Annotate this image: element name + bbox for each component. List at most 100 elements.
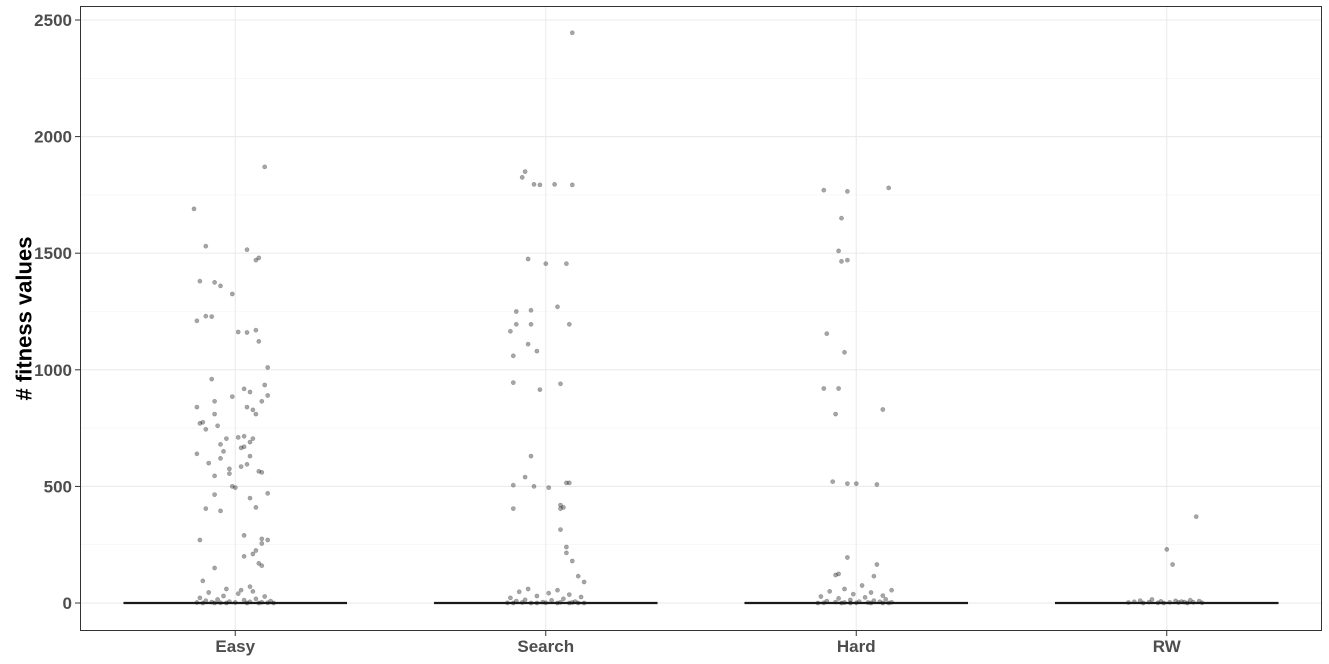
data-point: [833, 572, 838, 578]
data-point: [507, 328, 513, 334]
y-tick-label: 1500: [34, 244, 72, 263]
data-point: [241, 433, 247, 439]
data-point: [833, 411, 838, 417]
data-point: [209, 314, 215, 319]
data-point: [513, 321, 519, 327]
data-point: [566, 480, 572, 486]
data-point: [516, 589, 522, 595]
data-point: [212, 492, 217, 497]
data-point: [212, 473, 217, 479]
data-point: [862, 595, 868, 600]
data-point: [578, 594, 584, 600]
data-point: [256, 561, 262, 566]
data-point: [546, 590, 552, 596]
y-tick-label: 500: [44, 477, 72, 496]
data-point: [191, 206, 197, 212]
data-point: [212, 398, 217, 404]
data-point: [221, 593, 226, 599]
data-point: [537, 387, 543, 392]
data-point: [238, 587, 244, 593]
data-point: [200, 419, 206, 425]
data-point: [842, 349, 847, 355]
data-point: [203, 243, 209, 249]
data-point: [558, 502, 563, 508]
data-point: [874, 482, 880, 487]
plot-border: [80, 6, 1322, 631]
data-point: [564, 550, 569, 556]
data-point: [839, 215, 844, 221]
x-tick-label: Search: [517, 637, 574, 656]
data-point: [552, 181, 557, 187]
data-point: [836, 596, 841, 601]
y-tick-label: 0: [63, 594, 72, 613]
data-point: [209, 376, 215, 382]
data-point: [845, 481, 850, 486]
data-point: [229, 291, 235, 297]
data-point: [1170, 562, 1175, 567]
data-point: [1149, 597, 1155, 602]
data-point: [555, 587, 560, 593]
data-point: [250, 436, 256, 441]
data-point: [510, 380, 516, 385]
data-point: [212, 411, 217, 417]
data-point: [519, 174, 525, 180]
data-point: [206, 590, 212, 595]
data-point: [262, 594, 268, 599]
data-point: [218, 283, 223, 289]
data-point: [194, 318, 200, 324]
data-point: [507, 595, 513, 601]
data-point: [886, 185, 892, 191]
data-point: [250, 407, 256, 413]
data-point: [259, 541, 265, 546]
data-point: [229, 394, 235, 399]
data-point: [226, 471, 232, 476]
data-point: [569, 558, 575, 564]
data-point: [871, 573, 877, 579]
data-point: [244, 330, 250, 335]
data-point: [253, 504, 259, 510]
data-point: [203, 313, 209, 319]
data-point: [561, 504, 566, 510]
data-point: [241, 554, 247, 559]
data-point: [880, 407, 886, 412]
data-point: [259, 469, 265, 475]
data-point: [564, 261, 569, 267]
data-point: [253, 548, 259, 553]
data-point: [1193, 514, 1199, 520]
data-point: [194, 451, 200, 457]
data-point: [558, 381, 563, 387]
data-point: [250, 589, 256, 594]
data-point: [203, 426, 209, 432]
data-point: [564, 544, 569, 550]
data-point: [528, 453, 534, 459]
data-point: [262, 382, 268, 388]
data-point: [555, 304, 560, 310]
data-point: [880, 593, 886, 598]
data-point: [244, 461, 250, 467]
data-point: [265, 393, 271, 398]
data-point: [253, 596, 259, 602]
data-point: [845, 188, 850, 194]
data-point: [522, 474, 528, 480]
data-point: [241, 386, 247, 392]
data-point: [827, 589, 833, 594]
data-point: [256, 255, 262, 261]
data-point: [859, 583, 865, 588]
data-point: [839, 258, 844, 264]
y-tick-label: 2000: [34, 128, 72, 147]
data-point: [247, 439, 253, 445]
data-point: [244, 404, 250, 410]
data-point: [558, 506, 563, 511]
data-point: [206, 460, 212, 466]
data-point: [853, 481, 859, 486]
data-point: [235, 329, 241, 335]
data-point: [845, 555, 850, 560]
data-point: [528, 321, 534, 327]
data-point: [241, 444, 247, 450]
data-point: [218, 441, 223, 447]
data-point: [256, 338, 262, 344]
data-point: [874, 562, 880, 567]
x-tick-label: Hard: [837, 637, 876, 656]
data-point: [525, 256, 531, 262]
